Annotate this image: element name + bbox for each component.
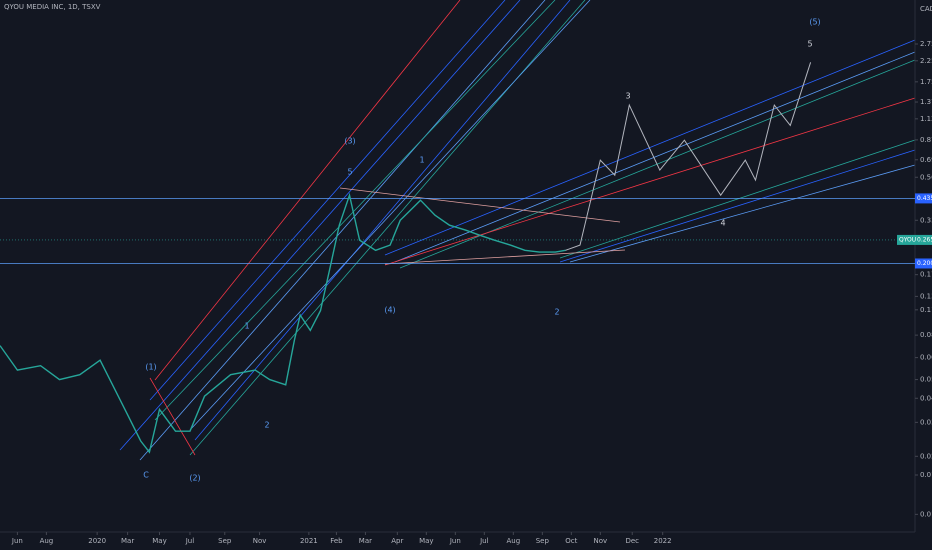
channel-line [119,0,521,451]
channel-line [154,0,556,421]
y-tick-label: 0.065 [920,354,932,362]
wave-label: (3) [344,137,355,146]
x-tick-label: Aug [40,537,54,545]
price-line [565,62,812,251]
wave-label: 4 [720,219,725,228]
x-tick-label: Dec [625,537,639,545]
x-tick-label: 2021 [300,537,318,545]
wave-label: 1 [244,322,249,331]
wave-label: 2 [264,421,269,430]
y-tick-label: 0.040 [920,394,932,402]
y-tick-label: 1.375 [920,98,932,106]
triangle-line [339,187,621,223]
x-tick-label: Nov [253,537,267,545]
channel-line [189,0,591,431]
x-tick-label: Mar [359,537,372,545]
channel-line [154,0,461,381]
y-tick-label: 0.135 [920,292,932,300]
level-box [915,193,932,204]
x-tick-label: Sep [218,537,232,545]
wave-label: (2) [189,474,200,483]
x-tick-label: Jun [11,537,23,545]
last-price-name: QYOU [899,236,916,243]
wave-label: 5 [807,40,812,49]
y-tick-label: 0.335 [920,216,932,224]
x-tick-label: Oct [565,537,577,545]
x-tick-label: Jul [185,537,195,545]
y-tick-label: 0.030 [920,418,932,426]
channel-line [569,164,916,263]
y-tick-label: 0.560 [920,173,932,181]
y-tick-label: 1.750 [920,78,932,86]
channel-line [559,139,916,259]
channel-line [559,149,916,263]
x-tick-label: Jun [449,537,461,545]
x-tick-label: May [419,537,433,545]
x-tick-label: 2020 [88,537,106,545]
level-label: 0.435 [917,195,932,202]
x-tick-label: Feb [330,537,343,545]
wave-label: 3 [625,92,630,101]
y-tick-label: 0.050 [920,376,932,384]
x-tick-label: Aug [506,537,520,545]
wave-line [149,377,196,456]
x-tick-label: Apr [391,537,403,545]
x-tick-label: 2022 [654,537,672,545]
last-price-box [897,234,932,245]
pitchfork [119,0,916,461]
x-tick-label: Mar [121,537,134,545]
wave-label: (5) [809,18,820,27]
chart-title: QYOU MEDIA INC, 1D, TSXV [4,3,101,11]
channel-line [384,39,916,256]
triangle-line [384,249,626,265]
x-tick-label: May [152,537,166,545]
channel-line [394,51,916,263]
wave-label: 2 [554,308,559,317]
channel-line [384,97,916,266]
y-tick-label: 0.010 [920,510,932,518]
y-tick-label: 1.125 [920,115,932,123]
y-tick-label: 0.115 [920,306,932,314]
channel-line [139,0,546,461]
y-tick-label: 0.875 [920,136,932,144]
y-tick-label: 2.750 [920,40,932,48]
x-tick-label: Jul [479,537,489,545]
last-price-label: 0.265 [917,236,932,243]
y-tick-label: 0.016 [920,471,932,479]
y-tick-label: 0.020 [920,452,932,460]
price-line [0,192,566,454]
wave-label: 1 [419,156,424,165]
wave-label: C [143,471,149,480]
y-tick-label: 2.250 [920,57,932,65]
wave-label: 5 [347,168,352,177]
level-box [915,258,932,269]
currency-label: CAD [920,5,932,13]
y-tick-label: 0.085 [920,331,932,339]
wave-label: (1) [145,363,156,372]
channel-line [194,0,571,441]
channel-line [149,0,506,401]
y-tick-label: 0.175 [920,271,932,279]
y-tick-label: 0.690 [920,156,932,164]
x-tick-label: Nov [593,537,607,545]
x-tick-label: Sep [536,537,550,545]
level-label: 0.200 [917,260,932,267]
wave-label: (4) [384,306,395,315]
